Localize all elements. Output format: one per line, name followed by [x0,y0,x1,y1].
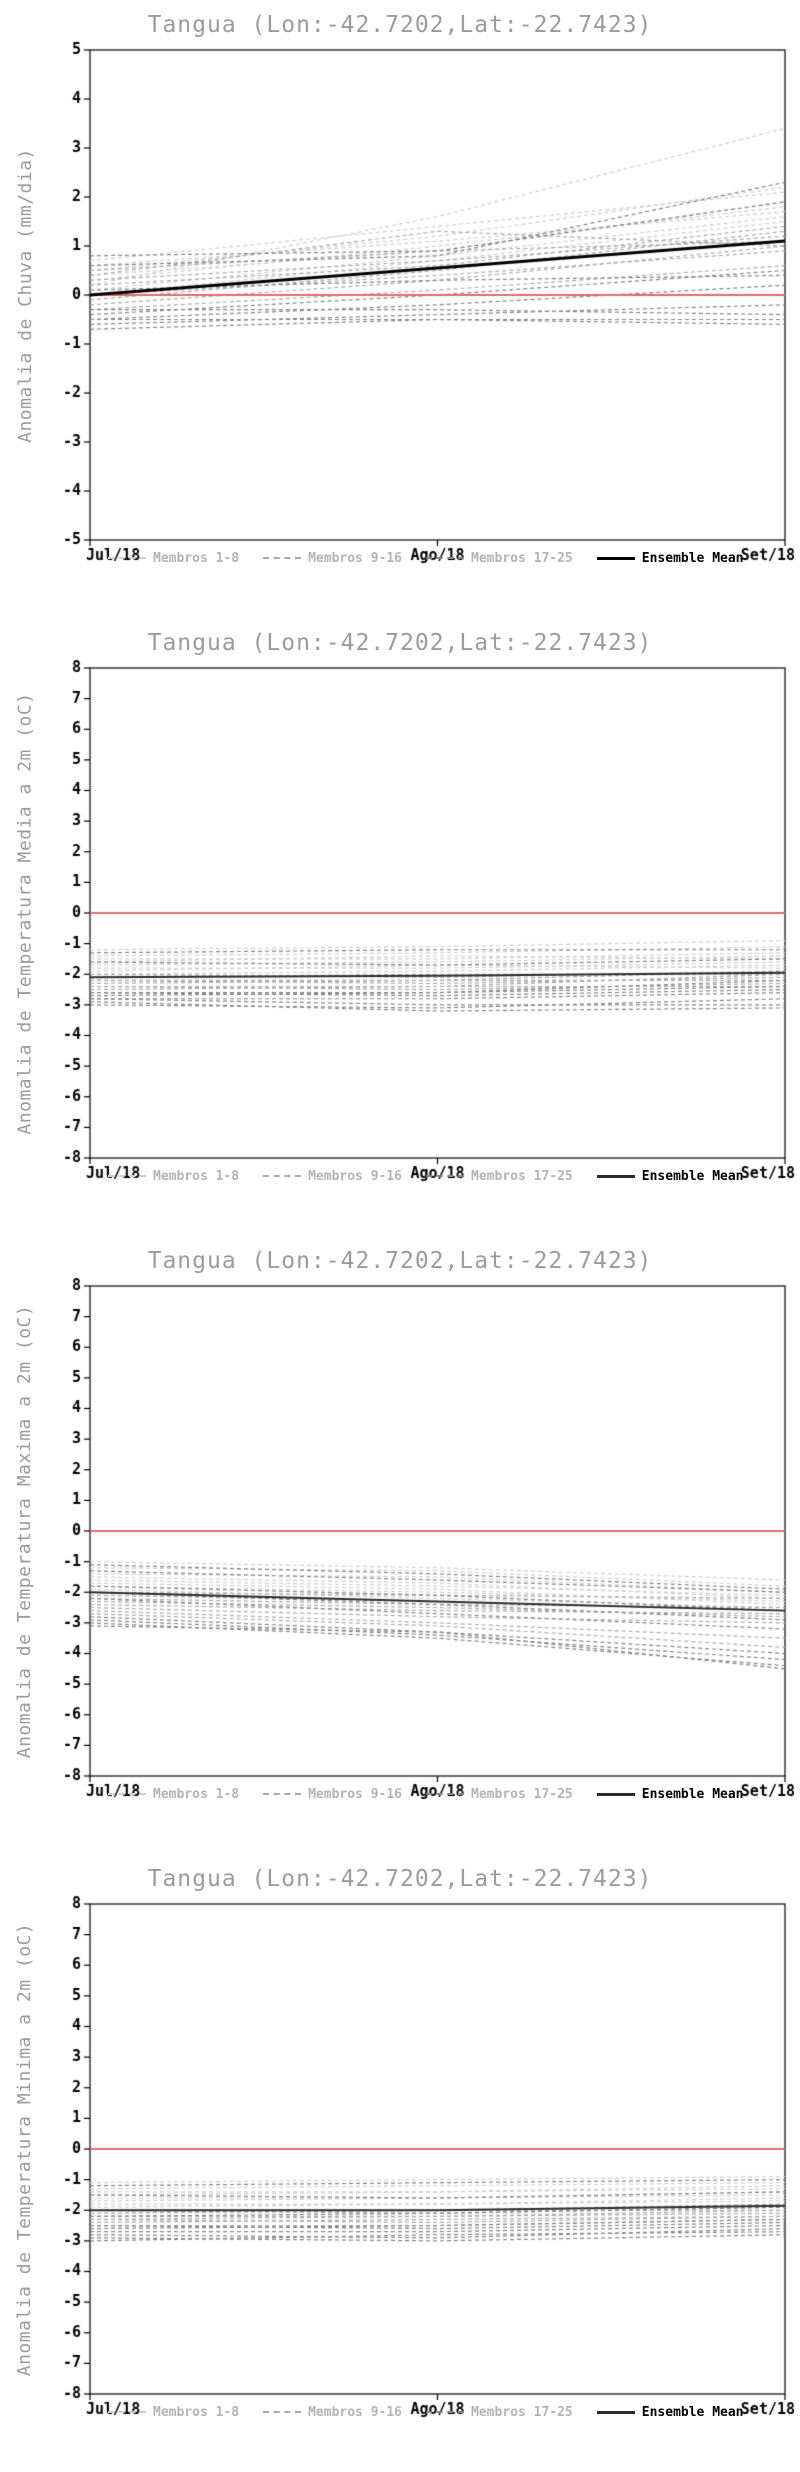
legend-label: Ensemble Mean [641,1168,744,1184]
legend-label: Membros 9-16 [308,2404,403,2420]
legend-line-sample-icon [596,1792,635,1796]
legend-label: Membros 17-25 [471,2404,573,2420]
legend-line-sample-icon [108,557,146,559]
legend: Membros 1-8 Membros 9-16 Membros 17-25 Ense… [108,1167,744,1185]
legend-line-sample-icon [596,1174,635,1178]
chart-title: Tangua (Lon:-42.7202,Lat:-22.7423) [147,12,653,38]
legend-line-sample-icon [596,556,635,560]
legend-label: Membros 9-16 [308,1786,403,1802]
legend-item: Membros 1-8 [108,1787,239,1802]
legend-line-sample-icon [263,2411,302,2413]
legend-item: Ensemble Mean [596,550,744,566]
legend-label: Membros 1-8 [153,2404,240,2420]
legend-label: Ensemble Mean [641,2404,744,2420]
legend-item: Ensemble Mean [596,2404,744,2420]
legend: Membros 1-8 Membros 9-16 Membros 17-25 Ense… [108,2403,744,2421]
legend-item: Membros 9-16 [263,1787,402,1802]
legend: Membros 1-8 Membros 9-16 Membros 17-25 Ense… [108,1785,744,1803]
legend-label: Membros 1-8 [153,1786,240,1802]
legend-label: Membros 9-16 [308,550,403,566]
legend-label: Membros 17-25 [471,1786,573,1802]
legend-item: Membros 1-8 [108,1169,239,1184]
chart-max-temperature-anomaly: Tangua (Lon:-42.7202,Lat:-22.7423) Anoma… [0,1236,800,1854]
chart-mean-temperature-anomaly: Tangua (Lon:-42.7202,Lat:-22.7423) Anoma… [0,618,800,1236]
legend-line-sample-icon [426,2411,465,2413]
legend-line-sample-icon [108,2411,146,2413]
legend-line-sample-icon [596,2410,635,2414]
legend-label: Membros 17-25 [471,550,573,566]
plot-canvas [0,1894,800,2430]
legend-line-sample-icon [426,1793,465,1795]
legend-item: Membros 17-25 [426,1787,573,1802]
legend-item: Membros 17-25 [426,1169,573,1184]
legend-line-sample-icon [108,1793,146,1795]
legend-label: Membros 9-16 [308,1168,403,1184]
legend: Membros 1-8 Membros 9-16 Membros 17-25 Ense… [108,549,744,567]
legend-item: Membros 9-16 [263,1169,402,1184]
legend-line-sample-icon [263,557,302,559]
legend-label: Membros 1-8 [153,550,240,566]
legend-item: Ensemble Mean [596,1168,744,1184]
chart-min-temperature-anomaly: Tangua (Lon:-42.7202,Lat:-22.7423) Anoma… [0,1854,800,2472]
plot-canvas [0,40,800,576]
chart-title: Tangua (Lon:-42.7202,Lat:-22.7423) [147,1248,653,1274]
legend-line-sample-icon [263,1175,302,1177]
legend-line-sample-icon [263,1793,302,1795]
legend-item: Membros 1-8 [108,2405,239,2420]
legend-item: Ensemble Mean [596,1786,744,1802]
chart-title: Tangua (Lon:-42.7202,Lat:-22.7423) [147,630,653,656]
legend-item: Membros 17-25 [426,2405,573,2420]
plot-canvas [0,658,800,1194]
legend-line-sample-icon [426,557,465,559]
legend-label: Ensemble Mean [641,1786,744,1802]
legend-line-sample-icon [108,1175,146,1177]
chart-precipitation-anomaly: Tangua (Lon:-42.7202,Lat:-22.7423) Anoma… [0,0,800,618]
legend-item: Membros 9-16 [263,2405,402,2420]
plot-canvas [0,1276,800,1812]
legend-line-sample-icon [426,1175,465,1177]
legend-item: Membros 9-16 [263,551,402,566]
chart-title: Tangua (Lon:-42.7202,Lat:-22.7423) [147,1866,653,1892]
legend-item: Membros 1-8 [108,551,239,566]
legend-item: Membros 17-25 [426,551,573,566]
legend-label: Ensemble Mean [641,550,744,566]
legend-label: Membros 1-8 [153,1168,240,1184]
legend-label: Membros 17-25 [471,1168,573,1184]
